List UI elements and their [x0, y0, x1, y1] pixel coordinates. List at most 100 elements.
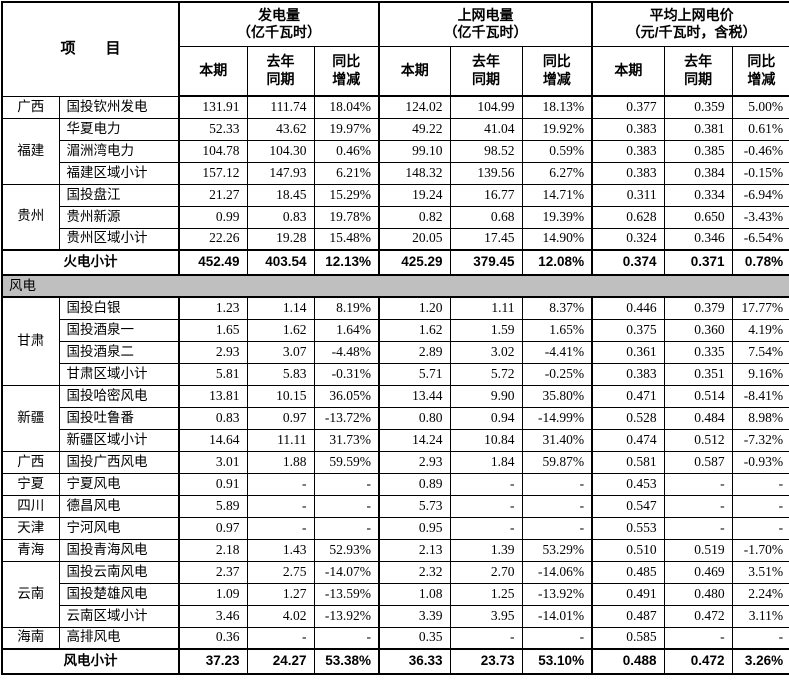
value-cell: 18.04% [313, 95, 380, 119]
value-cell: 0.59% [521, 139, 593, 163]
table-row: 福建 华夏电力 52.33 43.62 19.97% 49.22 41.04 19.92% 0.… [1, 117, 789, 185]
value-cell: 0.528 [591, 406, 665, 430]
value-cell: 1.64% [313, 318, 380, 342]
table-row: 海南 高排风电 0.36- -0.35- -0.585- - [1, 626, 789, 650]
subtotal-value-cell: 0.472 [663, 648, 733, 675]
table-row: 湄洲湾电力 104.78 104.30 0.46% 99.10 98.52 0.59% 0.3… [2, 139, 789, 163]
subtotal-value-cell: 36.33 [378, 648, 451, 675]
value-cell: 3.02 [449, 340, 523, 364]
value-cell: 31.40% [521, 428, 593, 452]
subtotal-value-cell: 452.49 [178, 249, 248, 276]
region-cell: 甘肃 [1, 296, 60, 386]
region-cell: 天津 [1, 516, 60, 540]
value-cell: 139.56 [449, 161, 523, 185]
value-cell: 22.26 [178, 227, 248, 251]
value-cell: 104.30 [246, 139, 315, 163]
company-cell: 国投吐鲁番 [58, 406, 180, 430]
value-cell: 14.90% [521, 227, 593, 251]
value-cell: 0.377 [591, 95, 665, 119]
company-cell: 国投白银 [58, 296, 180, 320]
value-cell: 0.471 [591, 384, 665, 408]
value-cell: 0.361 [591, 340, 665, 364]
value-cell: - [521, 516, 593, 540]
col-group-ongrid-unit: （亿千瓦时） [443, 24, 528, 41]
value-cell: - [521, 626, 593, 650]
value-cell: 19.78% [313, 205, 380, 229]
value-cell: - [313, 472, 380, 496]
value-cell: -4.41% [521, 340, 593, 364]
col-group-generation-unit: （亿千瓦时） [237, 24, 322, 41]
value-cell: 1.23 [178, 296, 248, 320]
value-cell: -4.48% [313, 340, 380, 364]
value-cell: 16.77 [449, 183, 523, 207]
company-cell: 贵州区域小计 [58, 227, 180, 251]
company-cell: 国投酒泉二 [58, 340, 180, 364]
value-cell: 19.24 [378, 183, 451, 207]
value-cell: 0.335 [663, 340, 733, 364]
value-cell: -0.15% [731, 161, 789, 185]
value-cell: 0.547 [591, 494, 665, 518]
col-group-generation: 发电量 （亿千瓦时） [178, 1, 380, 47]
company-cell: 贵州新源 [58, 205, 180, 229]
value-cell: 6.27% [521, 161, 593, 185]
value-cell: 1.08 [378, 582, 451, 606]
value-cell: 2.32 [378, 560, 451, 584]
col-current-period: 本期 [591, 45, 665, 97]
value-cell: 15.48% [313, 227, 380, 251]
subtotal-value-cell: 23.73 [449, 648, 523, 675]
value-cell: 3.51% [731, 560, 789, 584]
value-cell: 104.99 [449, 95, 523, 119]
value-cell: -14.01% [521, 604, 593, 628]
value-cell: 11.11 [246, 428, 315, 452]
value-cell: 111.74 [246, 95, 315, 119]
value-cell: 1.62 [378, 318, 451, 342]
value-cell: 1.39 [449, 538, 523, 562]
value-cell: 0.83 [246, 205, 315, 229]
value-cell: 1.88 [246, 450, 315, 474]
value-cell: -0.25% [521, 362, 593, 386]
value-cell: - [449, 472, 523, 496]
header-group-row: 项 目 发电量 （亿千瓦时） 上网电量 （亿千瓦时） 平均上网电价 （元/千瓦时… [1, 1, 789, 97]
company-cell: 国投青海风电 [58, 538, 180, 562]
value-cell: 0.474 [591, 428, 665, 452]
value-cell: 35.80% [521, 384, 593, 408]
value-cell: 0.95 [378, 516, 451, 540]
value-cell: 1.27 [246, 582, 315, 606]
value-cell: -1.70% [731, 538, 789, 562]
value-cell: 4.02 [246, 604, 315, 628]
value-cell: 20.05 [378, 227, 451, 251]
value-cell: - [313, 516, 380, 540]
value-cell: 59.59% [313, 450, 380, 474]
subtotal-value-cell: 37.23 [178, 648, 248, 675]
value-cell: 1.25 [449, 582, 523, 606]
subtotal-label: 火电小计 [1, 249, 180, 276]
subtotal-value-cell: 12.13% [313, 249, 380, 276]
value-cell: 3.39 [378, 604, 451, 628]
value-cell: 18.13% [521, 95, 593, 119]
value-cell: 0.383 [591, 117, 665, 141]
value-cell: 1.20 [378, 296, 451, 320]
table-row: 国投吐鲁番 0.83 0.97 -13.72% 0.80 0.94 -14.99% 0.528… [2, 406, 789, 430]
value-cell: 3.07 [246, 340, 315, 364]
value-cell: 18.45 [246, 183, 315, 207]
value-cell: 0.359 [663, 95, 733, 119]
value-cell: 0.35 [378, 626, 451, 650]
region-cell: 青海 [1, 538, 60, 562]
value-cell: -13.92% [313, 604, 380, 628]
value-cell: 0.469 [663, 560, 733, 584]
company-cell: 德昌风电 [58, 494, 180, 518]
value-cell: 43.62 [246, 117, 315, 141]
value-cell: 0.99 [178, 205, 248, 229]
value-cell: - [246, 516, 315, 540]
value-cell: 52.33 [178, 117, 248, 141]
company-cell: 国投酒泉一 [58, 318, 180, 342]
value-cell: 19.39% [521, 205, 593, 229]
value-cell: 15.29% [313, 183, 380, 207]
table-row: 宁夏 宁夏风电 0.91- -0.89- -0.453- - [1, 472, 789, 496]
company-cell: 湄洲湾电力 [58, 139, 180, 163]
col-group-ongrid-name: 上网电量 [457, 6, 514, 23]
value-cell: -0.93% [731, 450, 789, 474]
value-cell: 2.89 [378, 340, 451, 364]
value-cell: 0.46% [313, 139, 380, 163]
subtotal-row-thermal: 火电小计 452.49 403.54 12.13% 425.29 379.45 12.08%… [1, 249, 789, 276]
